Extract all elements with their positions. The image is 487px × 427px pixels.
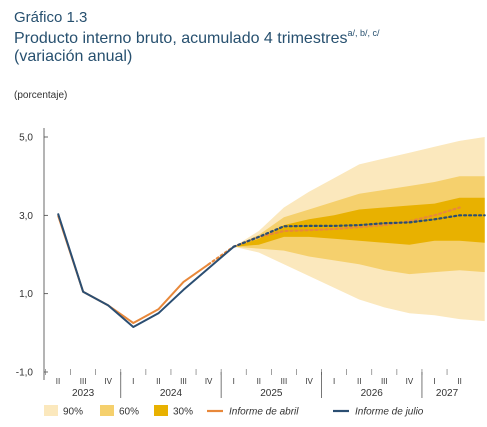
unit-label: (porcentaje) (14, 90, 68, 101)
legend-abril-label: Informe de abril (229, 407, 299, 418)
x-quarter-label: IV (104, 377, 112, 386)
x-quarter-label: II (56, 377, 60, 386)
y-tick-label: 3,0 (19, 211, 33, 222)
x-quarter-label: II (257, 377, 261, 386)
x-quarter-label: III (80, 377, 87, 386)
legend-julio-label: Informe de julio (355, 407, 424, 418)
x-year-label: 2027 (436, 388, 459, 399)
legend-90-swatch (44, 405, 58, 416)
series-april-line (57, 214, 210, 324)
series-july-forecast (232, 214, 486, 248)
legend-30-swatch (154, 405, 168, 416)
x-quarter-label: IV (305, 377, 313, 386)
legend-60-label: 60% (119, 407, 139, 418)
legend-30-label: 30% (173, 407, 193, 418)
x-quarter-label: II (457, 377, 461, 386)
chart-title: Producto interno bruto, acumulado 4 trim… (14, 30, 348, 47)
x-year-label: 2025 (260, 388, 283, 399)
figure-label: Gráfico 1.3 (14, 9, 88, 26)
title-notes: a/, b/, c/ (347, 28, 380, 38)
x-year-label: 2024 (160, 388, 183, 399)
chart-subtitle: (variación anual) (14, 48, 133, 65)
x-quarter-label: II (156, 377, 160, 386)
x-quarter-label: I (333, 377, 335, 386)
fan-band-30 (233, 197, 485, 247)
x-year-label: 2026 (361, 388, 384, 399)
x-quarter-label: IV (406, 377, 414, 386)
series-april-forecast (207, 206, 461, 266)
x-quarter-label: I (132, 377, 134, 386)
x-quarter-label: I (433, 377, 435, 386)
x-quarter-label: III (281, 377, 288, 386)
y-tick-label: 5,0 (19, 133, 33, 144)
chart-title-line: Producto interno bruto, acumulado 4 trim… (14, 28, 380, 48)
x-quarter-label: III (381, 377, 388, 386)
x-quarter-label: IV (205, 377, 213, 386)
x-quarter-label: I (233, 377, 235, 386)
x-year-label: 2023 (72, 388, 95, 399)
series-july-line (57, 213, 235, 328)
legend-60-swatch (100, 405, 114, 416)
x-quarter-label: II (357, 377, 361, 386)
y-tick-label: -1,0 (16, 368, 34, 379)
x-quarter-label: III (180, 377, 187, 386)
legend-90-label: 90% (63, 407, 83, 418)
y-tick-label: 1,0 (19, 289, 33, 300)
